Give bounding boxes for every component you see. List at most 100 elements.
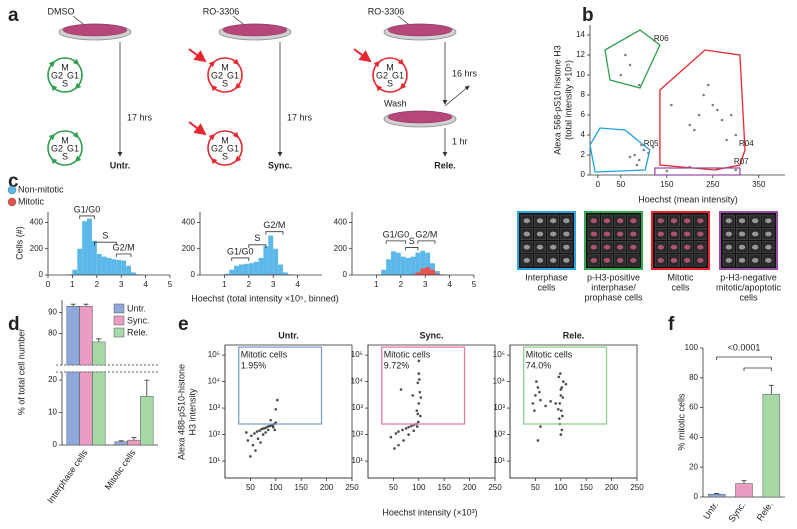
point	[266, 428, 270, 432]
thumbnail-label: prophase cells	[584, 292, 643, 302]
phase-annotation: G2/M	[415, 229, 437, 239]
thumbnail-nucleus	[697, 231, 704, 237]
point	[274, 407, 278, 411]
panel-letter: b	[582, 5, 594, 26]
phase-bracket	[417, 240, 436, 244]
thumbnail-nucleus	[550, 244, 557, 250]
point	[531, 402, 535, 405]
point	[559, 388, 563, 391]
point	[416, 381, 420, 385]
histogram-bar	[282, 272, 288, 275]
point	[549, 400, 552, 403]
point	[557, 375, 561, 379]
thumbnail-nucleus	[617, 218, 624, 224]
histogram-bar	[410, 256, 416, 275]
point	[535, 380, 538, 383]
y-tick-label: 0	[39, 270, 44, 279]
histogram-bar	[430, 263, 435, 275]
point	[266, 425, 269, 428]
legend-label: Sync.	[127, 315, 150, 325]
point	[637, 158, 641, 162]
thumbnail-nucleus	[738, 231, 746, 237]
histogram-bar	[96, 254, 102, 275]
legend-label: Mitotic	[18, 196, 45, 206]
y-tick-label: 10⁵	[493, 350, 505, 359]
phase-label: G2	[211, 143, 223, 153]
point	[264, 431, 267, 434]
x-tick-label: 0	[596, 180, 601, 189]
thumbnail-nucleus	[630, 218, 637, 224]
cycle-arrowhead	[74, 82, 82, 90]
point	[274, 421, 278, 425]
histogram-bar	[278, 264, 283, 275]
thumbnail-nucleus	[657, 218, 664, 224]
point	[256, 437, 260, 440]
x-tick-label: 200	[320, 483, 334, 492]
histogram-bar	[229, 269, 235, 275]
histogram-bar	[121, 260, 127, 275]
y-tick-label: 2	[581, 150, 586, 159]
step-label: 1 hr	[452, 136, 468, 146]
point	[560, 409, 563, 412]
point	[417, 359, 421, 363]
x-tick-label: 100	[554, 483, 568, 492]
thumbnail-nucleus	[536, 218, 544, 224]
thumbnail-nucleus	[603, 258, 611, 263]
x-tick-label: 3	[119, 280, 124, 289]
bar	[127, 439, 141, 446]
histogram-bar	[263, 246, 269, 275]
cycle-arrowhead	[208, 60, 216, 68]
point	[254, 449, 257, 452]
cycle-arrowhead	[72, 58, 80, 66]
cycle-arrowhead	[48, 133, 56, 141]
phase-label: G1	[67, 70, 79, 80]
phase-label: G1	[67, 143, 79, 153]
gate-name: R06	[654, 34, 669, 43]
thumbnail-nucleus	[697, 244, 704, 250]
point	[402, 439, 405, 442]
point	[564, 382, 568, 386]
point	[539, 425, 542, 428]
x-tick-label: 1	[374, 280, 379, 289]
phase-label: S	[387, 78, 393, 88]
histogram-bar	[425, 252, 431, 275]
histogram-bar	[391, 251, 396, 275]
phase-label: S	[62, 78, 68, 88]
histogram-bar	[425, 267, 431, 275]
point	[409, 424, 413, 428]
x-tick-label: 5	[168, 280, 173, 289]
phase-annotation: G1/G0	[383, 229, 410, 239]
y-tick-label: 0	[581, 170, 586, 179]
histogram-bar	[268, 235, 274, 275]
cycle-arrowhead	[74, 155, 82, 163]
thumbnail-label: mitotic/apoptotic	[716, 282, 782, 292]
gate-percent: 1.95%	[241, 360, 267, 370]
point	[557, 417, 561, 420]
panel-letter: d	[8, 314, 20, 335]
point	[253, 432, 256, 435]
thumbnail-label: Mitotic	[667, 272, 694, 282]
inhibitor-arrow	[188, 121, 207, 136]
thumbnail-nucleus	[725, 218, 732, 224]
point	[635, 163, 639, 167]
point	[734, 133, 738, 137]
chart-title: Sync.	[419, 330, 443, 340]
phase-bracket	[231, 257, 250, 261]
y-tick-label: 80	[689, 373, 698, 382]
y-axis-label: H3 intensity	[187, 388, 197, 436]
legend-swatch	[113, 327, 125, 338]
x-axis-label: Hoechst intensity (×10³)	[382, 507, 477, 517]
point	[556, 407, 560, 411]
point	[651, 145, 655, 149]
bar	[114, 441, 128, 446]
point	[688, 123, 692, 127]
y-axis-label: Cells (#)	[14, 226, 24, 260]
y-tick-label: 0	[343, 270, 348, 279]
thumbnail-nucleus	[617, 231, 624, 237]
point	[539, 398, 542, 402]
thumbnail-nucleus	[752, 258, 759, 263]
bar	[735, 483, 753, 498]
point	[711, 103, 715, 107]
